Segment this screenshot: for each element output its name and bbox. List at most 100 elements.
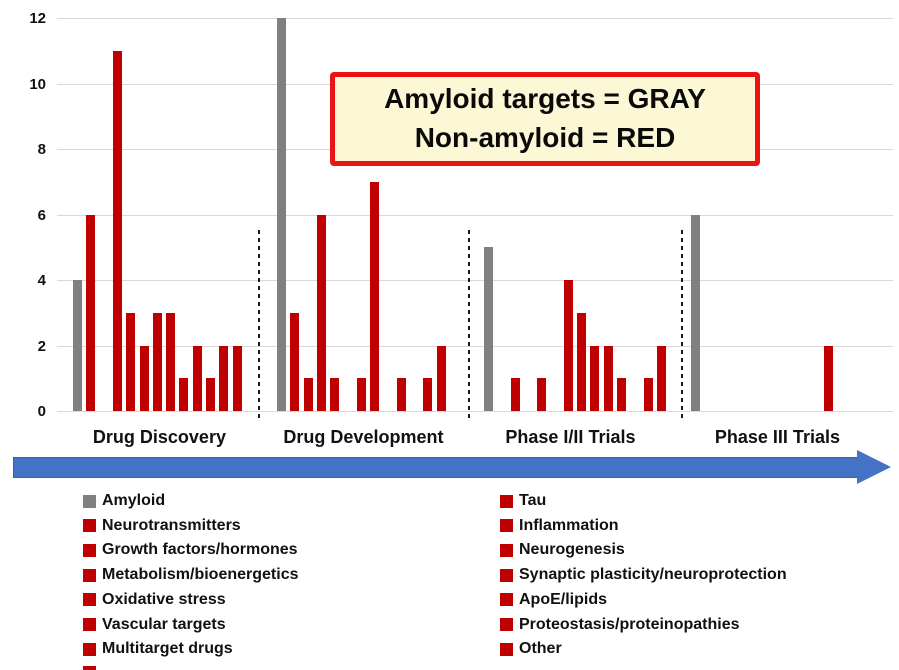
legend-swatch — [83, 618, 96, 631]
bar-metabolism-bioenergetics — [356, 378, 366, 412]
bar-proteostasis-proteinopathies — [219, 345, 229, 411]
timeline-arrow-body — [13, 457, 858, 478]
bar-other — [656, 345, 666, 411]
bar-synaptic-plasticity-neuroprotection — [370, 181, 380, 412]
bar-multitarget-drugs — [436, 345, 446, 411]
legend-item-growth-factors-hormones: Growth factors/hormones — [83, 542, 298, 558]
legend-label: Growth factors/hormones — [102, 541, 298, 559]
cropped-legend-swatch — [83, 666, 96, 670]
legend-swatch — [500, 642, 513, 656]
group-label-drug-discovery: Drug Discovery — [92, 427, 226, 447]
bar-apoe-lipids — [192, 345, 202, 411]
bar-oxidative-stress — [179, 378, 189, 412]
annotation-box: Amyloid targets = GRAY Non-amyloid = RED — [330, 72, 760, 166]
y-axis-tick-label: 6 — [37, 206, 46, 224]
y-axis-tick-label: 8 — [37, 141, 46, 158]
group-label-phase-iii-trials: Phase III Trials — [714, 427, 840, 447]
y-axis-tick-label: 12 — [29, 10, 46, 27]
legend-item-neurogenesis: Neurogenesis — [500, 542, 625, 558]
legend-item-multitarget-drugs: Multitarget drugs — [83, 641, 233, 657]
legend-item-synaptic-plasticity-neuroprotection: Synaptic plasticity/neuroprotection — [500, 567, 787, 583]
bar-growth-factors-hormones — [126, 312, 136, 412]
legend-item-oxidative-stress: Oxidative stress — [83, 590, 226, 608]
gridline — [57, 214, 893, 216]
bar-synaptic-plasticity-neuroprotection — [166, 312, 176, 412]
legend-label: Multitarget drugs — [102, 640, 233, 658]
y-axis-tick-label: 4 — [37, 272, 46, 289]
legend-label: Amyloid — [102, 492, 166, 509]
legend-label: Vascular targets — [102, 615, 226, 633]
legend-item-metabolism-bioenergetics: Metabolism/bioenergetics — [83, 567, 299, 583]
gridline — [57, 280, 893, 281]
legend-swatch — [83, 568, 96, 582]
legend-item-apoe-lipids: ApoE/lipids — [500, 590, 607, 608]
legend-swatch — [83, 494, 96, 508]
gridline — [57, 18, 893, 19]
bar-amyloid — [691, 214, 700, 411]
legend-swatch — [500, 494, 513, 508]
annotation-line-1: Amyloid targets = GRAY — [384, 83, 706, 115]
legend-label: Synaptic plasticity/neuroprotection — [519, 566, 787, 584]
timeline-arrow-head — [857, 450, 891, 484]
bar-neurotransmitters — [303, 378, 313, 412]
bar-amyloid — [277, 18, 286, 411]
bar-tau — [290, 312, 300, 412]
legend-swatch — [83, 543, 96, 557]
phase-separator — [467, 230, 470, 419]
legend-label: Metabolism/bioenergetics — [102, 566, 299, 584]
legend-item-inflammation: Inflammation — [500, 516, 619, 534]
annotation-line-2: Non-amyloid = RED — [414, 122, 676, 153]
legend-item-neurotransmitters: Neurotransmitters — [83, 516, 241, 534]
legend-swatch — [500, 543, 513, 557]
bar-inflammation — [316, 214, 326, 411]
group-label-drug-development: Drug Development — [283, 427, 444, 447]
bar-multitarget-drugs — [643, 378, 653, 412]
gridline — [57, 345, 893, 347]
bar-neurotransmitters — [510, 378, 520, 412]
legend-label: Neurotransmitters — [102, 516, 241, 534]
y-axis-tick-label: 0 — [37, 403, 46, 420]
bar-metabolism-bioenergetics — [563, 280, 573, 411]
bar-apoe-lipids — [396, 378, 406, 412]
legend-swatch — [500, 568, 513, 582]
bar-amyloid — [73, 280, 82, 411]
legend-swatch — [500, 618, 513, 631]
legend-item-tau: Tau — [500, 493, 546, 509]
legend-label: ApoE/lipids — [519, 590, 607, 608]
bar-vascular-targets — [824, 345, 833, 411]
bar-apoe-lipids — [603, 345, 613, 411]
legend-label: Neurogenesis — [519, 541, 625, 559]
legend-swatch — [500, 519, 513, 533]
bar-vascular-targets — [617, 378, 626, 412]
bar-tau — [86, 214, 96, 411]
bar-vascular-targets — [206, 378, 215, 412]
legend-label: Oxidative stress — [102, 590, 226, 608]
legend-item-other: Other — [500, 641, 562, 657]
legend-swatch — [500, 593, 513, 607]
legend-swatch — [83, 642, 96, 656]
legend-label: Inflammation — [519, 516, 619, 534]
phase-separator — [258, 230, 260, 419]
legend-label: Other — [519, 640, 562, 658]
bar-multitarget-drugs — [232, 345, 242, 411]
legend-item-proteostasis-proteinopathies: Proteostasis/proteinopathies — [500, 615, 740, 633]
legend-swatch — [83, 519, 96, 533]
legend-label: Proteostasis/proteinopathies — [519, 615, 740, 633]
legend-item-amyloid: Amyloid — [83, 493, 165, 509]
bar-amyloid — [484, 247, 493, 412]
legend-swatch — [83, 593, 96, 607]
bar-proteostasis-proteinopathies — [423, 378, 433, 412]
legend-item-vascular-targets: Vascular targets — [83, 615, 226, 633]
bar-oxidative-stress — [590, 345, 600, 411]
group-label-phase-i-ii-trials: Phase I/II Trials — [505, 427, 636, 447]
phase-separator — [681, 230, 683, 419]
bar-growth-factors-hormones — [330, 378, 340, 412]
legend-label: Tau — [519, 492, 547, 509]
bar-synaptic-plasticity-neuroprotection — [577, 312, 587, 412]
bar-growth-factors-hormones — [537, 378, 547, 412]
y-axis-tick-label: 2 — [37, 337, 46, 355]
bar-inflammation — [112, 50, 122, 412]
bar-neurogenesis — [139, 345, 149, 411]
gridline — [57, 411, 893, 412]
